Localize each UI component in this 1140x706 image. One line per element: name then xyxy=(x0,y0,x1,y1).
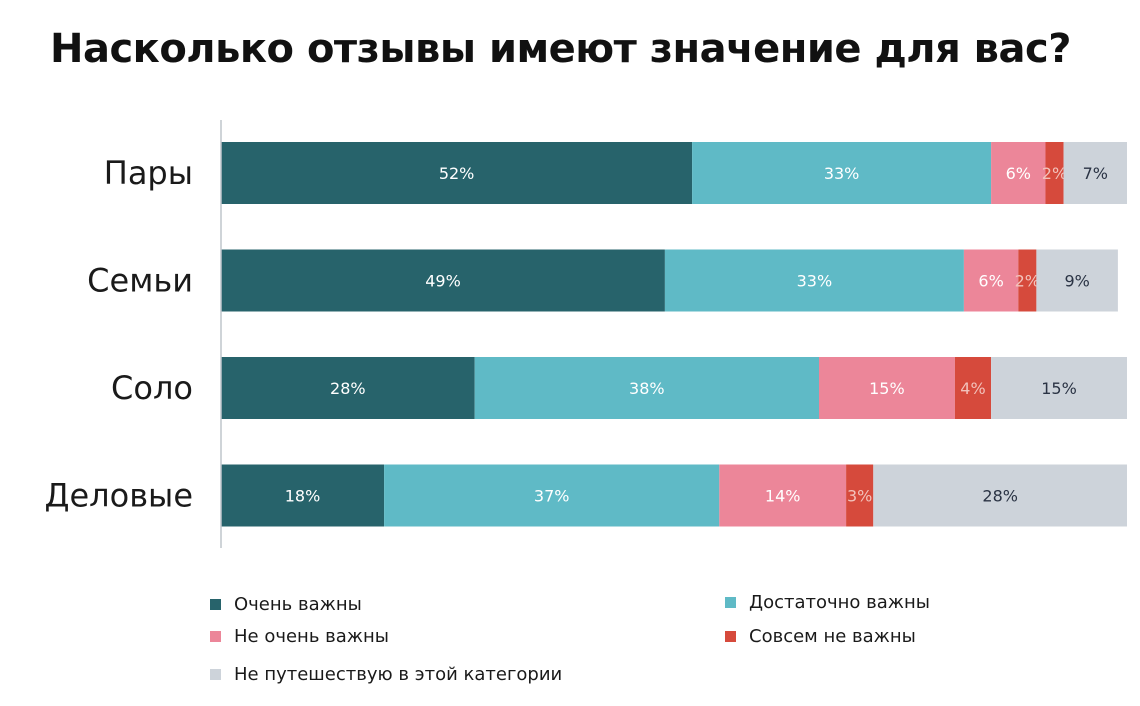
bar-value-label: 9% xyxy=(1065,272,1090,291)
bar-value-label: 28% xyxy=(982,487,1018,506)
bar-value-label: 33% xyxy=(824,164,860,183)
bar-segment xyxy=(819,357,955,419)
bar-value-label: 18% xyxy=(285,487,321,506)
legend-item: Не очень важны xyxy=(210,626,389,647)
bar-segment xyxy=(1018,249,1037,312)
bar-segment xyxy=(1045,142,1064,204)
legend-swatch xyxy=(725,631,736,642)
legend-swatch xyxy=(210,631,221,642)
bar-segment xyxy=(1036,249,1118,312)
bar-value-label: 15% xyxy=(869,379,905,398)
bar-value-label: 52% xyxy=(439,164,475,183)
bars-group: 52% 33% 6% 2% 7% 49% 33% 6% 2% 9% 28% 38% 15% 4% 15% 18… xyxy=(221,142,1127,527)
legend-label: Не путешествую в этой категории xyxy=(234,664,563,685)
legend-label: Очень важны xyxy=(234,594,362,615)
bar-segment xyxy=(873,464,1127,527)
bar-segment xyxy=(384,464,720,527)
bar-value-label: 2% xyxy=(1042,164,1067,183)
bar-value-label: 3% xyxy=(847,487,872,506)
bar-value-label: 15% xyxy=(1041,379,1077,398)
category-label: Деловые xyxy=(44,477,193,515)
stacked-bar-chart: 52% 33% 6% 2% 7% 49% 33% 6% 2% 9% 28% 38% 15% 4% 15% 18… xyxy=(44,120,1127,548)
legend-item: Очень важны xyxy=(210,594,362,615)
category-label: Соло xyxy=(111,369,193,407)
legend-swatch xyxy=(210,669,221,680)
bar-value-label: 38% xyxy=(629,379,665,398)
bar-segment xyxy=(991,357,1127,419)
bar-value-label: 49% xyxy=(425,272,461,291)
bar-segment xyxy=(221,142,693,204)
bar-value-label: 6% xyxy=(978,272,1003,291)
bar-segment xyxy=(221,357,475,419)
bar-segment xyxy=(474,357,819,419)
bar-value-label: 28% xyxy=(330,379,366,398)
bar-value-label: 14% xyxy=(765,487,801,506)
legend-swatch xyxy=(725,597,736,608)
legend-label: Достаточно важны xyxy=(749,592,930,613)
bar-value-label: 37% xyxy=(534,487,570,506)
bar-segment xyxy=(221,464,385,527)
legend-item: Не путешествую в этой категории xyxy=(210,664,562,685)
bar-value-label: 4% xyxy=(960,379,985,398)
bar-segment xyxy=(664,249,964,312)
bar-segment xyxy=(954,357,992,419)
bar-segment xyxy=(1063,142,1127,204)
legend-swatch xyxy=(210,599,221,610)
legend-item: Совсем не важны xyxy=(725,626,916,647)
legend-item: Достаточно важны xyxy=(725,592,930,613)
bar-segment xyxy=(221,249,665,312)
category-label: Пары xyxy=(104,154,193,192)
bar-segment xyxy=(719,464,847,527)
bar-segment xyxy=(991,142,1046,204)
chart-title: Насколько отзывы имеют значение для вас? xyxy=(50,26,1071,72)
legend: Очень важны Достаточно важны Не очень важн… xyxy=(210,592,1010,694)
bar-value-label: 33% xyxy=(797,272,833,291)
bar-value-label: 7% xyxy=(1083,164,1108,183)
bar-segment xyxy=(846,464,874,527)
bar-segment xyxy=(963,249,1019,312)
legend-label: Совсем не важны xyxy=(749,626,916,647)
bar-segment xyxy=(692,142,992,204)
bar-value-label: 6% xyxy=(1006,164,1031,183)
legend-label: Не очень важны xyxy=(234,626,389,647)
bar-value-label: 2% xyxy=(1015,272,1040,291)
category-label: Семьи xyxy=(87,262,193,300)
